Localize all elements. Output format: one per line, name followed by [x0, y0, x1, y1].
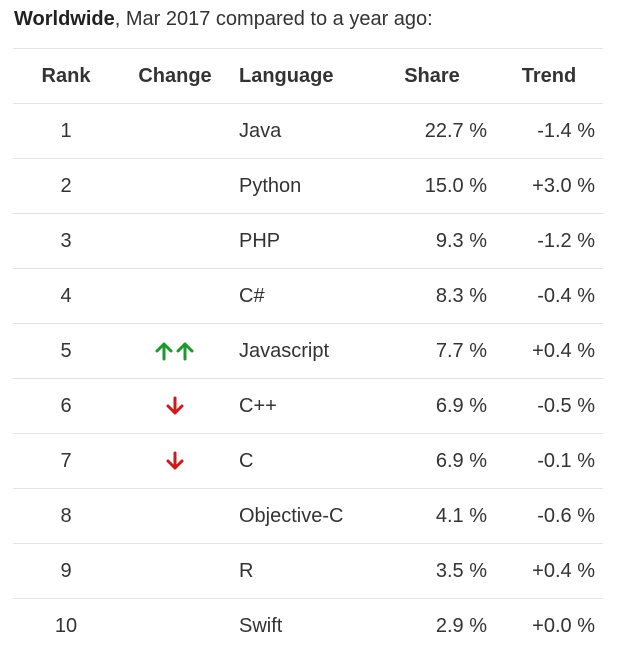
down-arrow-icon [164, 450, 186, 472]
column-header-rank: Rank [13, 49, 119, 104]
cell-language: Python [231, 159, 369, 214]
column-header-language: Language [231, 49, 369, 104]
cell-share: 6.9 % [369, 379, 495, 434]
column-header-trend: Trend [495, 49, 603, 104]
cell-language: C# [231, 269, 369, 324]
cell-trend: -1.4 % [495, 104, 603, 159]
cell-rank: 8 [13, 489, 119, 544]
cell-trend: -1.2 % [495, 214, 603, 269]
double-up-arrow-icon [154, 340, 196, 362]
cell-share: 7.7 % [369, 324, 495, 379]
cell-rank: 3 [13, 214, 119, 269]
cell-language: R [231, 544, 369, 599]
cell-rank: 2 [13, 159, 119, 214]
cell-change [119, 544, 231, 599]
table-row: 6 C++6.9 %-0.5 % [13, 379, 603, 434]
cell-change [119, 379, 231, 434]
cell-language: Objective-C [231, 489, 369, 544]
cell-trend: +3.0 % [495, 159, 603, 214]
cell-change [119, 269, 231, 324]
cell-trend: +0.0 % [495, 599, 603, 653]
cell-trend: -0.5 % [495, 379, 603, 434]
column-header-share: Share [369, 49, 495, 104]
cell-share: 4.1 % [369, 489, 495, 544]
cell-language: Javascript [231, 324, 369, 379]
cell-share: 22.7 % [369, 104, 495, 159]
cell-share: 2.9 % [369, 599, 495, 653]
heading-description: , Mar 2017 compared to a year ago: [115, 8, 433, 30]
cell-language: Swift [231, 599, 369, 653]
cell-change [119, 214, 231, 269]
cell-language: Java [231, 104, 369, 159]
cell-trend: -0.1 % [495, 434, 603, 489]
page-heading: Worldwide, Mar 2017 compared to a year a… [14, 6, 433, 32]
cell-trend: +0.4 % [495, 544, 603, 599]
cell-trend: -0.6 % [495, 489, 603, 544]
cell-share: 8.3 % [369, 269, 495, 324]
table-header-row: Rank Change Language Share Trend [13, 49, 603, 104]
down-arrow-icon [164, 395, 186, 417]
cell-language: PHP [231, 214, 369, 269]
cell-change [119, 324, 231, 379]
cell-change [119, 159, 231, 214]
heading-region: Worldwide [14, 8, 115, 30]
cell-rank: 9 [13, 544, 119, 599]
cell-share: 6.9 % [369, 434, 495, 489]
cell-share: 15.0 % [369, 159, 495, 214]
cell-rank: 10 [13, 599, 119, 653]
cell-language: C++ [231, 379, 369, 434]
cell-change [119, 489, 231, 544]
cell-trend: +0.4 % [495, 324, 603, 379]
cell-share: 9.3 % [369, 214, 495, 269]
cell-change [119, 599, 231, 653]
column-header-change: Change [119, 49, 231, 104]
cell-share: 3.5 % [369, 544, 495, 599]
cell-rank: 6 [13, 379, 119, 434]
cell-rank: 7 [13, 434, 119, 489]
cell-rank: 1 [13, 104, 119, 159]
cell-change [119, 104, 231, 159]
cell-rank: 5 [13, 324, 119, 379]
cell-change [119, 434, 231, 489]
cell-language: C [231, 434, 369, 489]
cell-rank: 4 [13, 269, 119, 324]
cell-trend: -0.4 % [495, 269, 603, 324]
table-row: 4 C#8.3 %-0.4 % [13, 269, 603, 324]
